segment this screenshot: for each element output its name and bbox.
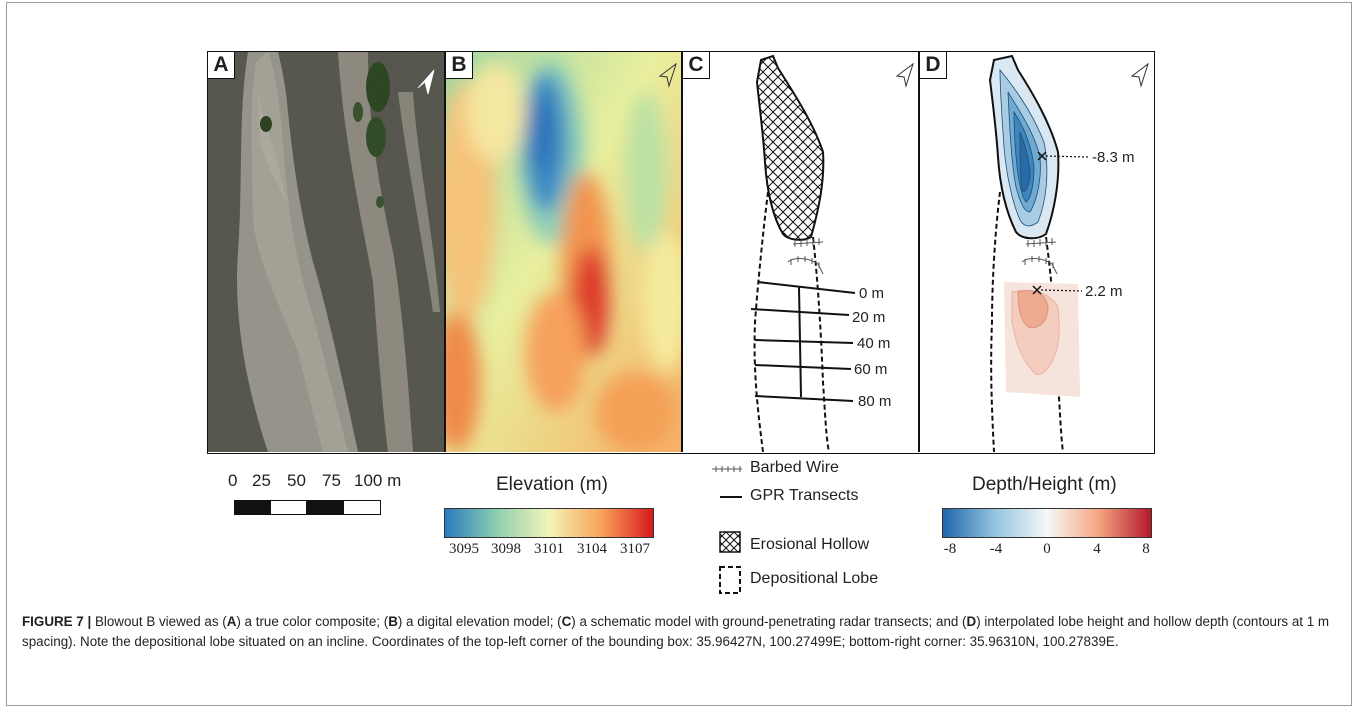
depositional-lobe-outline bbox=[990, 191, 1064, 452]
elevation-tick: 3095 bbox=[449, 541, 479, 557]
panel-letter-b: B bbox=[446, 52, 473, 79]
figure-frame bbox=[6, 2, 1352, 706]
erosional-hollow-symbol bbox=[719, 531, 741, 553]
north-arrow-icon bbox=[417, 69, 435, 95]
lobe-height-surface bbox=[1004, 282, 1080, 397]
panel-a-true-color: A bbox=[208, 52, 444, 452]
caption-ref: B bbox=[388, 614, 398, 629]
hollow-depth-contours bbox=[988, 54, 1060, 240]
panel-letter-d: D bbox=[920, 52, 947, 79]
transect-labels: 0 m 20 m 40 m 60 m 80 m bbox=[852, 285, 891, 410]
barbed-wire-symbol bbox=[712, 466, 742, 472]
caption-ref: C bbox=[561, 614, 572, 629]
panel-letter-a: A bbox=[208, 52, 235, 79]
scale-bar bbox=[234, 500, 381, 515]
barbed-wire bbox=[1021, 238, 1058, 275]
legend-erosional-hollow: Erosional Hollow bbox=[750, 536, 870, 553]
depositional-lobe-outline bbox=[753, 191, 830, 452]
transect-label: 0 m bbox=[859, 285, 884, 302]
scale-label: 50 bbox=[287, 471, 306, 490]
elevation-tick: 3101 bbox=[534, 541, 564, 557]
legend-barbed-wire: Barbed Wire bbox=[750, 459, 839, 476]
panel-d-depth-height: -8.3 m 2.2 m D bbox=[920, 52, 1153, 452]
elevation-legend-title: Elevation (m) bbox=[496, 474, 608, 495]
gpr-transects bbox=[750, 281, 856, 402]
max-height-label: 2.2 m bbox=[1085, 283, 1123, 300]
barbed-wire bbox=[787, 238, 824, 275]
scale-label: 25 bbox=[252, 471, 271, 490]
north-arrow-icon bbox=[658, 62, 677, 88]
elevation-tick: 3107 bbox=[620, 541, 650, 557]
depth-legend-title: Depth/Height (m) bbox=[972, 474, 1117, 495]
schematic-legend-symbols bbox=[712, 466, 742, 594]
depth-height-map: -8.3 m 2.2 m bbox=[920, 52, 1153, 452]
panel-divider bbox=[681, 52, 683, 452]
north-arrow-icon bbox=[895, 62, 914, 88]
figure-caption: FIGURE 7 | Blowout B viewed as (A) a tru… bbox=[22, 612, 1332, 651]
max-height-marker: 2.2 m bbox=[1032, 283, 1123, 300]
transect-label: 40 m bbox=[857, 335, 890, 352]
aerial-image bbox=[208, 52, 444, 452]
elevation-tick: 3104 bbox=[577, 541, 607, 557]
depth-tick: 8 bbox=[1142, 541, 1150, 557]
elevation-tick: 3098 bbox=[491, 541, 521, 557]
depositional-lobe-symbol bbox=[719, 566, 741, 594]
depth-colorbar bbox=[942, 508, 1152, 538]
elevation-colorbar bbox=[444, 508, 654, 538]
scale-label: 100 m bbox=[354, 471, 402, 490]
caption-text: ) a digital elevation model; ( bbox=[397, 614, 562, 629]
caption-text: ) a true color composite; ( bbox=[236, 614, 389, 629]
transect-label: 20 m bbox=[852, 309, 885, 326]
transect-label: 60 m bbox=[854, 361, 887, 378]
depth-tick: -8 bbox=[943, 541, 957, 557]
panel-b-elevation-model: B bbox=[446, 52, 681, 452]
schematic-map: 0 m 20 m 40 m 60 m 80 m bbox=[683, 52, 918, 452]
elevation-map bbox=[446, 52, 681, 452]
depth-tick: 0 bbox=[1043, 541, 1051, 557]
caption-label: FIGURE 7 | bbox=[22, 614, 92, 629]
scale-label: 0 bbox=[228, 471, 238, 490]
depth-tick: -4 bbox=[989, 541, 1003, 557]
legend-gpr-transects: GPR Transects bbox=[750, 487, 859, 504]
transect-label: 80 m bbox=[858, 393, 891, 410]
figure-panels: A bbox=[207, 51, 1155, 454]
caption-text: Blowout B viewed as ( bbox=[91, 614, 227, 629]
depth-tick: 4 bbox=[1093, 541, 1101, 557]
erosional-hollow bbox=[755, 54, 825, 241]
legend-depositional-lobe: Depositional Lobe bbox=[750, 570, 879, 587]
caption-text: ) interpolated lobe height and hollow de… bbox=[22, 614, 1330, 649]
panel-divider bbox=[918, 52, 920, 452]
max-depth-label: -8.3 m bbox=[1092, 149, 1135, 166]
caption-text: ) a schematic model with ground-penetrat… bbox=[571, 614, 967, 629]
panel-c-schematic: 0 m 20 m 40 m 60 m 80 m C bbox=[683, 52, 918, 452]
north-arrow-icon bbox=[1130, 62, 1149, 88]
panel-divider bbox=[444, 52, 446, 452]
panel-letter-c: C bbox=[683, 52, 710, 79]
max-depth-marker: -8.3 m bbox=[1037, 149, 1135, 166]
caption-ref: D bbox=[966, 614, 977, 629]
scale-label: 75 bbox=[322, 471, 341, 490]
caption-ref: A bbox=[226, 614, 237, 629]
